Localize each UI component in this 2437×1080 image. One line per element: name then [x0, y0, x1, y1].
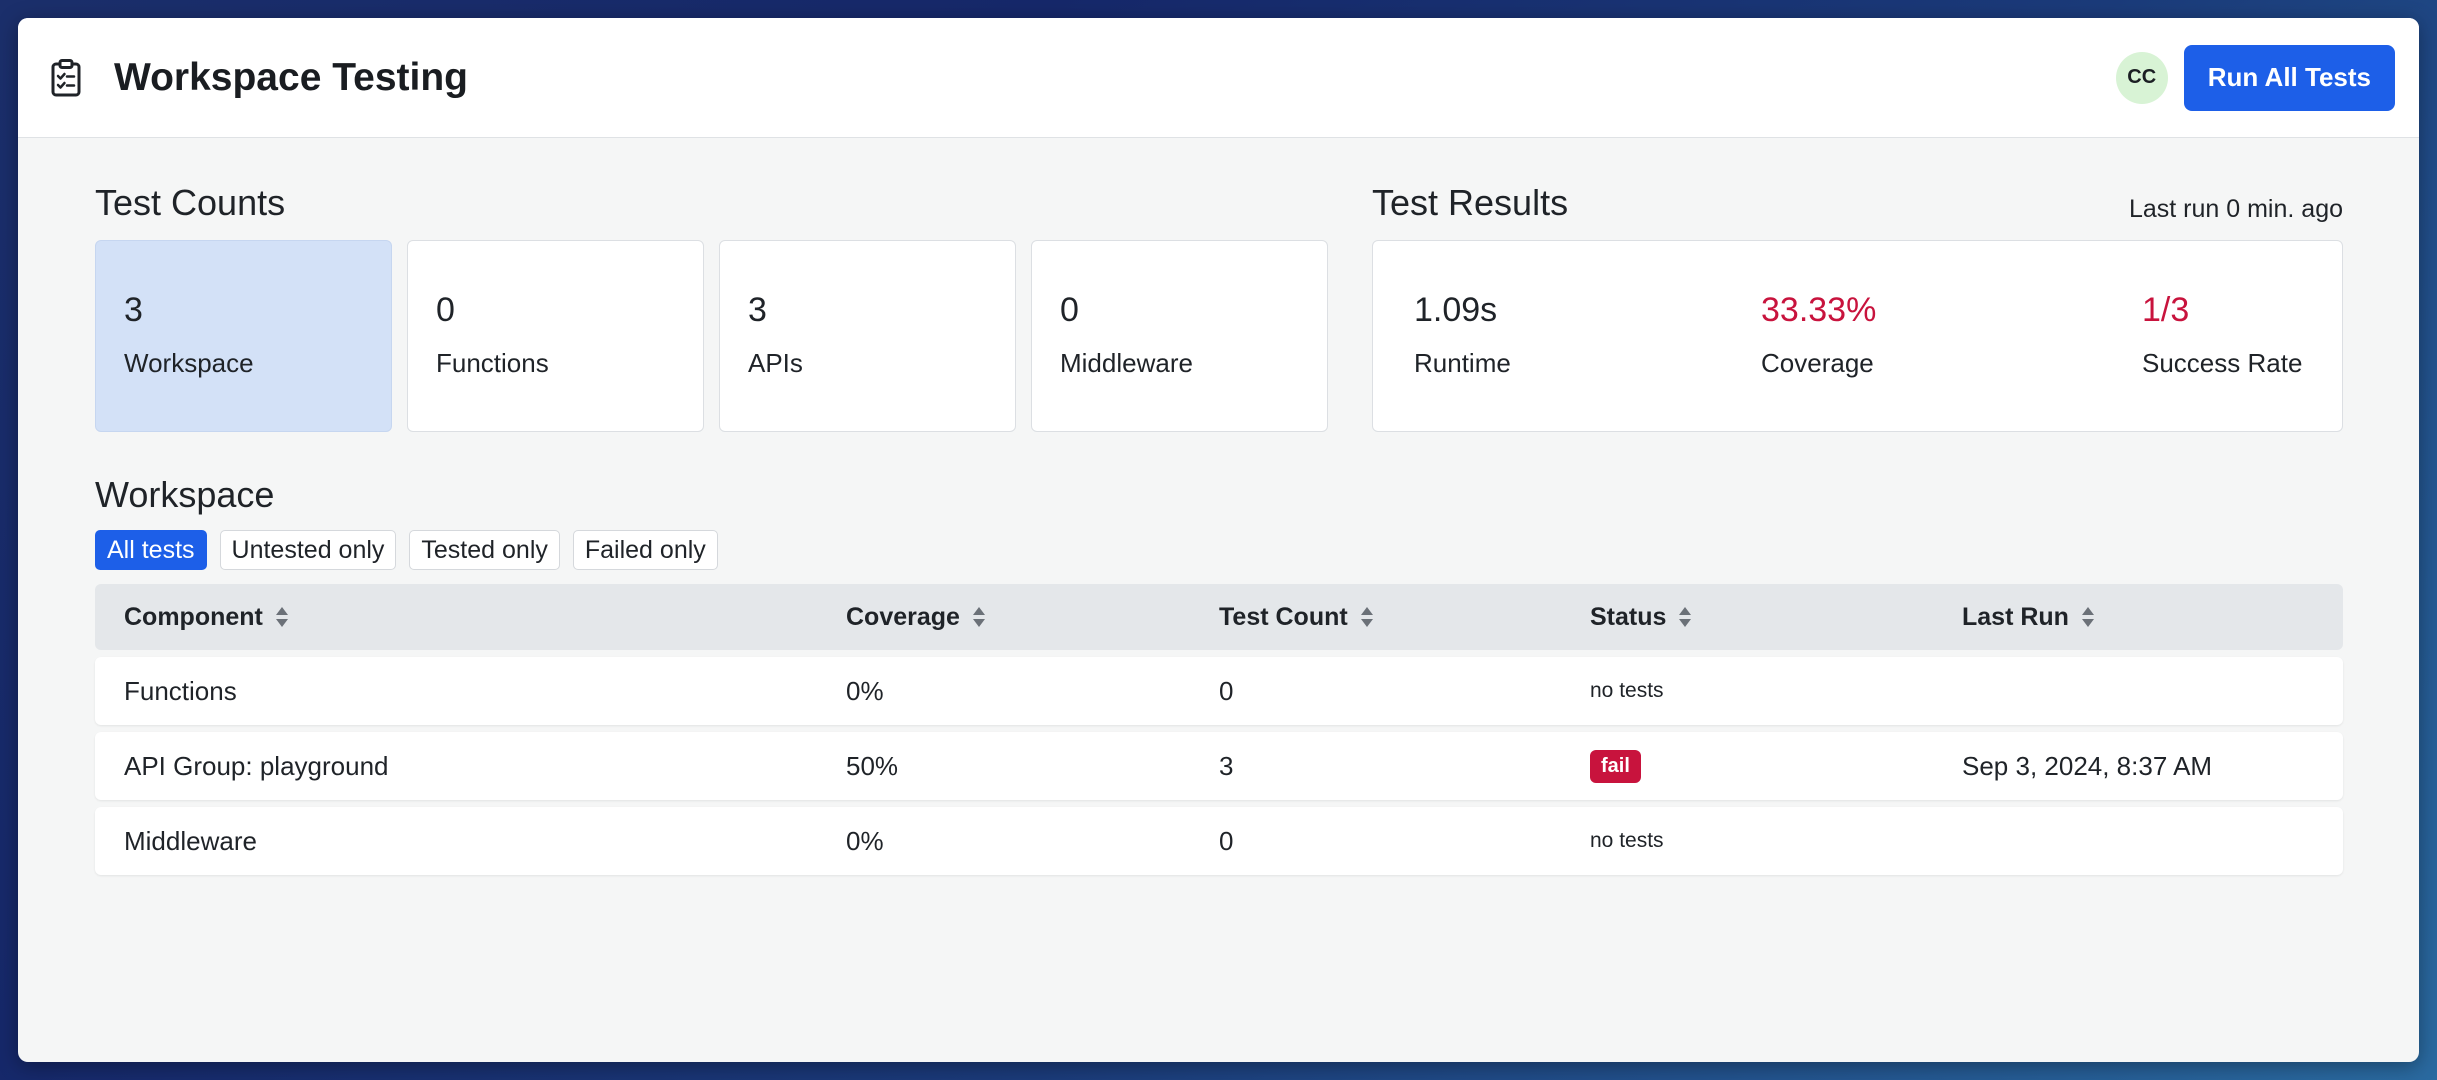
metric-runtime: 1.09s Runtime [1414, 291, 1511, 379]
test-counts-heading: Test Counts [95, 182, 286, 223]
column-header-coverage[interactable]: Coverage [846, 603, 986, 632]
filter-untested-only[interactable]: Untested only [219, 530, 397, 570]
metric-value: 1.09s [1414, 291, 1498, 329]
count-value: 0 [436, 291, 455, 329]
cell-status: no tests [1590, 679, 1664, 702]
column-header-component[interactable]: Component [124, 603, 289, 632]
column-label: Last Run [1962, 602, 2069, 631]
cell-status: fail [1590, 732, 1641, 800]
column-label: Test Count [1219, 602, 1348, 631]
table-header: Component Coverage Test Count Status [95, 584, 2343, 650]
count-label: APIs [748, 348, 803, 378]
test-results-heading: Test Results [1372, 182, 1569, 223]
sort-updown-icon [972, 606, 986, 628]
count-label: Functions [436, 348, 549, 378]
metric-label: Coverage [1761, 348, 1874, 378]
count-label: Middleware [1060, 348, 1193, 378]
workspace-heading: Workspace [95, 474, 275, 515]
metric-coverage: 33.33% Coverage [1761, 291, 1876, 379]
app-window: Workspace Testing CC Run All Tests Test … [18, 18, 2419, 1062]
cell-component: Middleware [124, 825, 257, 856]
count-value: 3 [748, 291, 767, 329]
metric-value: 33.33% [1761, 291, 1877, 329]
count-card-apis[interactable]: 3 APIs [719, 240, 1016, 432]
sort-updown-icon [2081, 606, 2095, 628]
cell-coverage: 50% [846, 750, 899, 781]
cell-test-count: 0 [1219, 825, 1234, 856]
sort-updown-icon [275, 606, 289, 628]
sort-updown-icon [1678, 606, 1692, 628]
column-header-status[interactable]: Status [1590, 603, 1692, 632]
avatar[interactable]: CC [2115, 51, 2168, 104]
filter-tested-only[interactable]: Tested only [409, 530, 560, 570]
column-label: Coverage [846, 602, 960, 631]
metric-value: 1/3 [2142, 291, 2190, 329]
workspace-section: Workspace All tests Untested only Tested… [95, 474, 2343, 875]
table-row[interactable]: Functions 0% 0 no tests [95, 657, 2343, 725]
page-title: Workspace Testing [114, 55, 468, 99]
status-badge: fail [1590, 749, 1641, 783]
count-card-middleware[interactable]: 0 Middleware [1031, 240, 1328, 432]
cell-status: no tests [1590, 829, 1664, 852]
cell-component: API Group: playground [124, 750, 389, 781]
table-row[interactable]: API Group: playground 50% 3 fail Sep 3, … [95, 732, 2343, 800]
cell-coverage: 0% [846, 825, 884, 856]
count-label: Workspace [124, 348, 254, 378]
components-table: Component Coverage Test Count Status [95, 584, 2343, 875]
metric-success-rate: 1/3 Success Rate [2142, 291, 2302, 379]
count-value: 3 [124, 291, 143, 329]
column-header-last-run[interactable]: Last Run [1962, 603, 2095, 632]
top-bar: Workspace Testing CC Run All Tests [18, 18, 2419, 138]
column-label: Component [124, 602, 263, 631]
count-card-functions[interactable]: 0 Functions [407, 240, 704, 432]
count-card-workspace[interactable]: 3 Workspace [95, 240, 392, 432]
metric-label: Success Rate [2142, 348, 2303, 378]
cell-coverage: 0% [846, 675, 884, 706]
filter-group: All tests Untested only Tested only Fail… [95, 530, 2343, 570]
filter-all-tests[interactable]: All tests [95, 530, 207, 570]
table-row[interactable]: Middleware 0% 0 no tests [95, 807, 2343, 875]
cell-test-count: 3 [1219, 750, 1234, 781]
filter-failed-only[interactable]: Failed only [572, 530, 718, 570]
cell-last-run: Sep 3, 2024, 8:37 AM [1962, 750, 2213, 781]
test-results-section: Test Results Last run 0 min. ago 1.09s R… [1372, 182, 2343, 432]
clipboard-checklist-icon [48, 58, 84, 98]
run-all-tests-button[interactable]: Run All Tests [2183, 44, 2395, 111]
column-label: Status [1590, 602, 1667, 631]
count-value: 0 [1060, 291, 1079, 329]
column-header-test-count[interactable]: Test Count [1219, 603, 1374, 632]
cell-test-count: 0 [1219, 675, 1234, 706]
last-run-text: Last run 0 min. ago [2128, 195, 2343, 223]
cell-component: Functions [124, 675, 237, 706]
metric-label: Runtime [1414, 348, 1511, 378]
sort-updown-icon [1360, 606, 1374, 628]
results-card: 1.09s Runtime 33.33% Coverage 1/3 Succes… [1372, 240, 2343, 432]
test-counts-section: Test Counts 3 Workspace 0 Functions 3 AP… [95, 182, 1331, 432]
